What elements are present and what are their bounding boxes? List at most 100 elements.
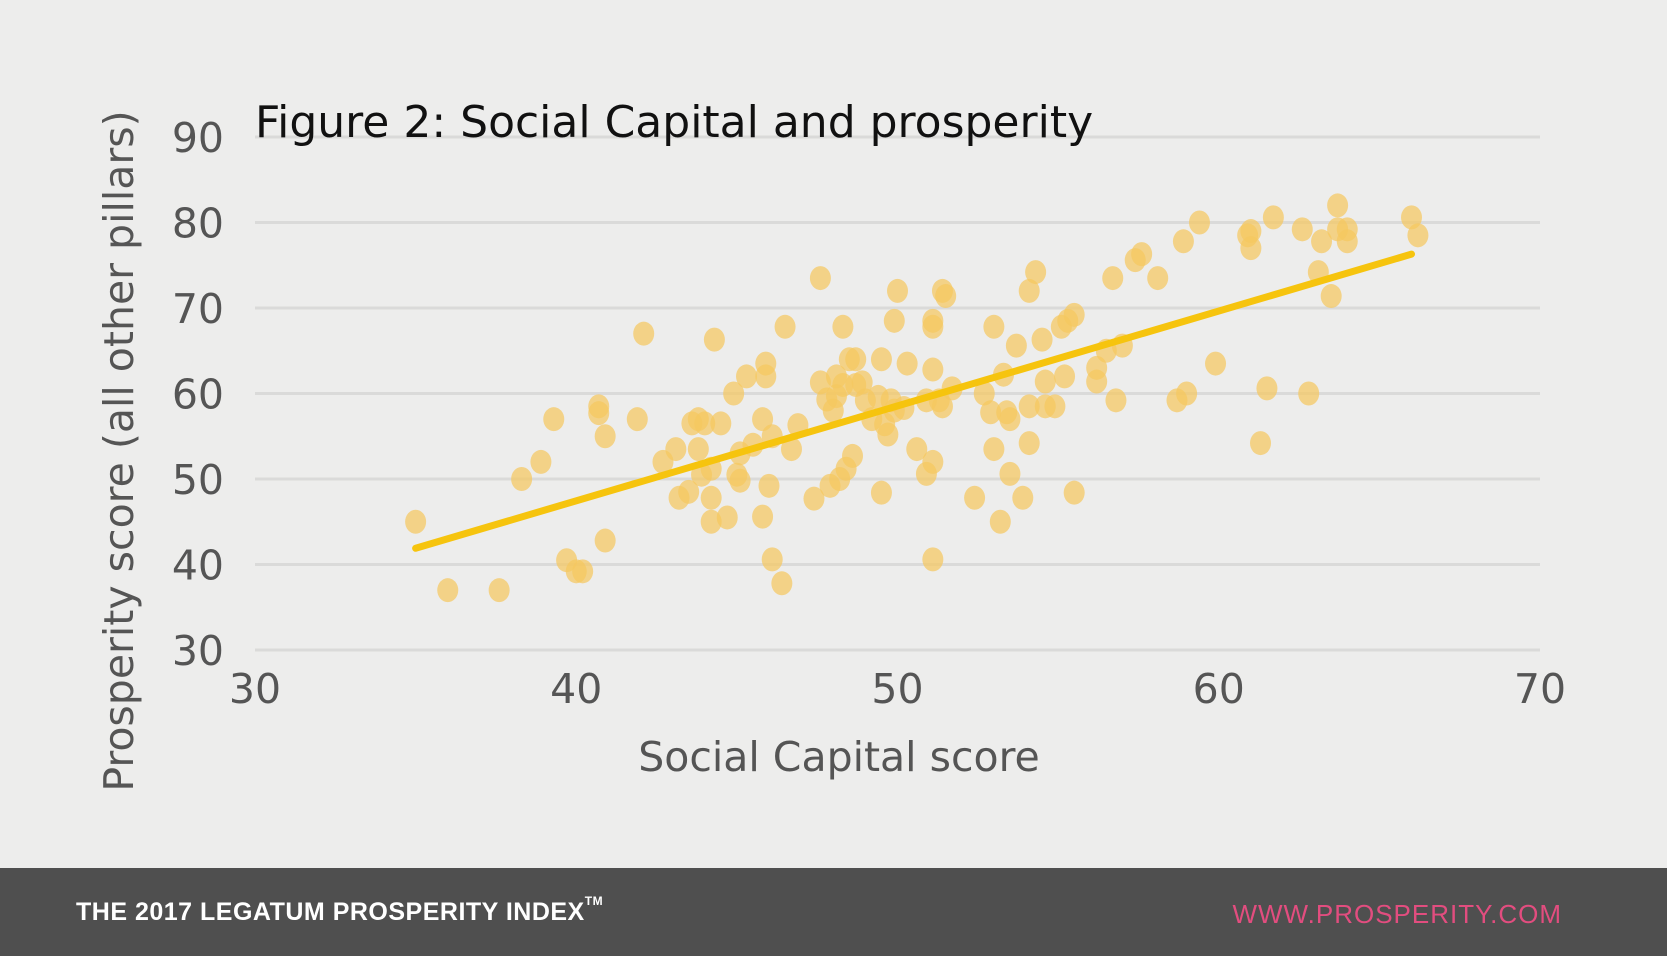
- data-point: [842, 443, 864, 468]
- data-point: [1012, 485, 1034, 510]
- data-point: [803, 486, 825, 511]
- data-point: [687, 437, 709, 462]
- data-point: [752, 407, 774, 432]
- data-point: [530, 449, 552, 474]
- data-point: [922, 357, 944, 382]
- data-point: [511, 467, 533, 491]
- data-point: [870, 480, 892, 505]
- data-point: [1262, 205, 1284, 230]
- data-point: [1250, 431, 1272, 456]
- data-point: [1063, 302, 1085, 327]
- data-point: [1298, 381, 1320, 406]
- x-tick-label: 40: [550, 665, 602, 713]
- data-point: [1005, 333, 1027, 358]
- data-point: [1327, 193, 1349, 218]
- chart-area: 30 40 50 60 70 80 90 30 40 50 60 70 Figure 2: Soci…: [95, 97, 1566, 792]
- y-tick-label: 70: [172, 285, 224, 333]
- data-point: [1018, 394, 1040, 419]
- data-point: [703, 327, 725, 352]
- chart-title: Figure 2: Social Capital and prosperity: [255, 97, 1093, 148]
- data-point: [1172, 229, 1194, 254]
- data-point: [437, 578, 459, 603]
- y-tick-label: 60: [172, 371, 224, 419]
- data-point: [761, 547, 783, 572]
- data-point: [1291, 217, 1313, 242]
- data-point: [1025, 260, 1047, 285]
- data-point: [1063, 480, 1085, 505]
- data-point: [1102, 266, 1124, 291]
- footer-brand-text: THE 2017 LEGATUM PROSPERITY INDEX: [76, 898, 585, 926]
- data-point: [1336, 229, 1358, 254]
- data-point: [877, 422, 899, 447]
- data-point: [983, 437, 1005, 462]
- data-point: [922, 449, 944, 474]
- data-point: [980, 400, 1002, 425]
- data-point: [700, 509, 722, 534]
- data-point: [922, 314, 944, 339]
- data-point: [1188, 210, 1210, 235]
- data-point: [488, 578, 510, 603]
- data-point: [935, 284, 957, 309]
- data-point: [832, 314, 854, 339]
- data-point: [931, 394, 953, 419]
- data-point: [774, 314, 796, 339]
- x-tick-label: 70: [1514, 665, 1566, 713]
- data-point: [780, 437, 802, 462]
- data-point: [665, 437, 687, 462]
- data-point: [588, 401, 610, 426]
- data-point: [694, 411, 716, 436]
- trademark-mark: TM: [584, 894, 604, 908]
- data-point: [1147, 266, 1169, 291]
- data-point: [1031, 327, 1053, 352]
- data-point: [1205, 351, 1227, 376]
- data-point: [896, 351, 918, 376]
- data-point: [758, 473, 780, 498]
- data-point: [716, 505, 738, 530]
- x-axis-label: Social Capital score: [638, 733, 1040, 781]
- data-point: [1407, 223, 1429, 248]
- data-point: [594, 424, 616, 449]
- footer-url-link[interactable]: WWW.PROSPERITY.COM: [1232, 899, 1562, 929]
- data-point: [999, 407, 1021, 432]
- data-point: [1018, 431, 1040, 456]
- data-point: [1320, 284, 1342, 309]
- footer-bar: THE 2017 LEGATUM PROSPERITY INDEXTM WWW.…: [0, 868, 1667, 956]
- gridlines: [255, 135, 1540, 652]
- data-point: [1176, 381, 1198, 406]
- data-point: [870, 347, 892, 372]
- data-point: [572, 559, 594, 584]
- data-point: [1240, 236, 1262, 261]
- data-point: [1018, 278, 1040, 303]
- trend-line: [412, 250, 1415, 552]
- data-point: [771, 571, 793, 596]
- y-tick-label: 40: [172, 542, 224, 590]
- data-point: [809, 266, 831, 291]
- x-tick-label: 60: [1193, 665, 1245, 713]
- data-point: [1086, 355, 1108, 380]
- footer-brand: THE 2017 LEGATUM PROSPERITY INDEXTM: [76, 894, 603, 927]
- y-axis-label: Prosperity score (all other pillars): [95, 110, 143, 791]
- data-point: [883, 308, 905, 333]
- data-point: [729, 468, 751, 493]
- x-tick-label: 30: [229, 665, 281, 713]
- data-point: [851, 370, 873, 395]
- x-tick-label: 50: [871, 665, 923, 713]
- data-point: [736, 364, 758, 389]
- data-point: [626, 407, 648, 432]
- data-point: [678, 479, 700, 504]
- x-axis-ticks: 30 40 50 60 70: [229, 665, 1566, 713]
- data-point: [1311, 229, 1333, 254]
- trend-line-group: [412, 250, 1415, 552]
- scatter-chart: 30 40 50 60 70 80 90 30 40 50 60 70 Figure 2: Soci…: [95, 97, 1566, 792]
- data-point: [983, 314, 1005, 339]
- data-point: [723, 381, 745, 406]
- data-point: [906, 437, 928, 462]
- data-point: [405, 509, 427, 534]
- y-tick-label: 90: [172, 114, 224, 162]
- data-point: [1054, 364, 1076, 389]
- data-point: [594, 528, 616, 553]
- data-point: [964, 485, 986, 510]
- data-point: [1256, 376, 1278, 401]
- data-point: [1105, 388, 1127, 413]
- data-point: [633, 321, 655, 346]
